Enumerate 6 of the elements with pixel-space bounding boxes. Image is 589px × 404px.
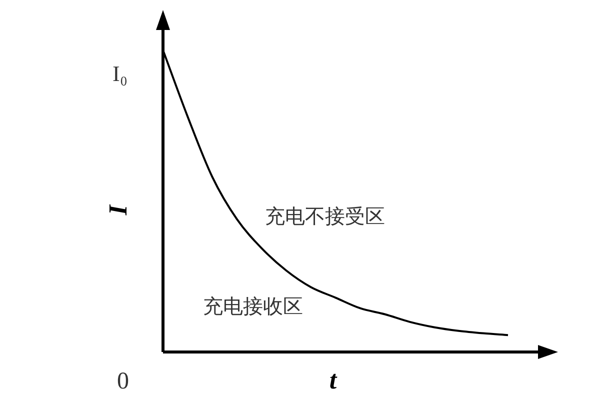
x-axis-title: t [329, 366, 338, 395]
annotation: 充电不接受区 [265, 204, 385, 228]
text: I₀ [112, 60, 128, 86]
y-axis-title: I [104, 204, 133, 216]
annotation: 充电接收区 [203, 294, 303, 318]
text: 0 [117, 368, 129, 394]
